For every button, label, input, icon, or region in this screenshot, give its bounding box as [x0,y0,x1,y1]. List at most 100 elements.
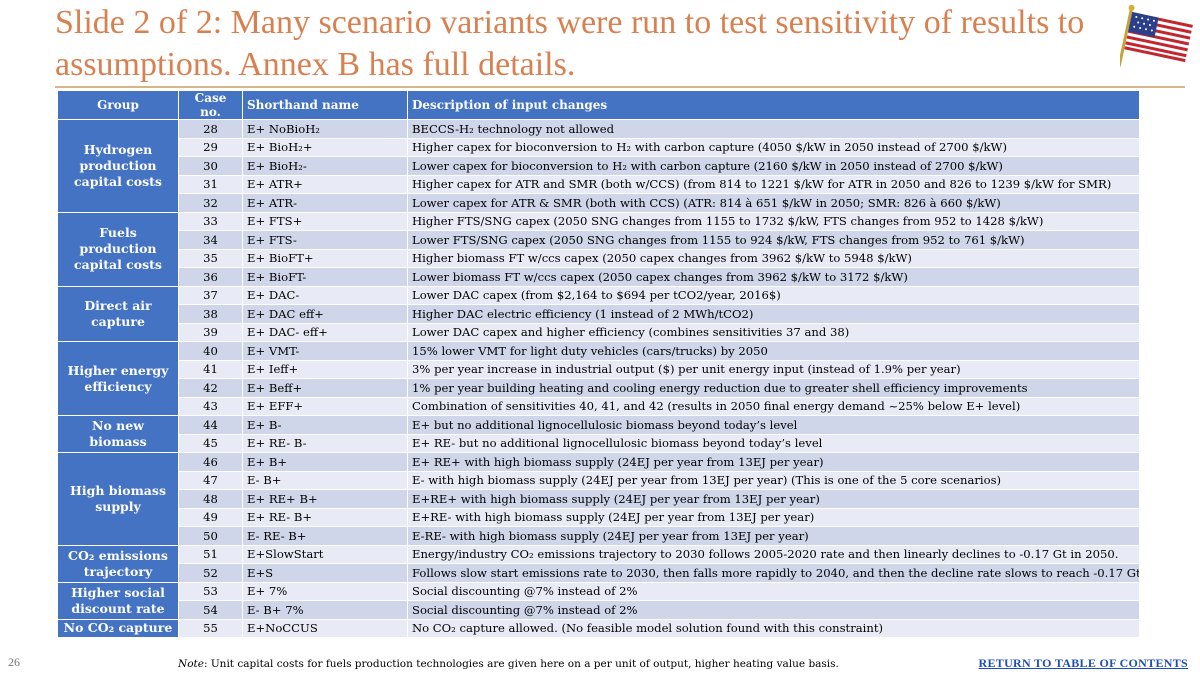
description-cell: Energy/industry CO₂ emissions trajectory… [407,544,1140,564]
table-row: High biomass supply 46 E+ B+ E+ RE+ with hi… [57,452,1140,546]
shorthand-name-cell: E+ RE- B- [242,433,408,453]
description-cell: Lower FTS/SNG capex (2050 SNG changes fr… [407,230,1140,250]
shorthand-name-cell: E+ BioH₂- [242,156,408,176]
table-row: CO₂ emissions trajectory 51 E+SlowStart Ene… [57,544,1140,583]
shorthand-name-cell: E+ ATR- [242,193,408,213]
table-row: 48 E+ RE+ B+ E+RE+ with high biomass suppl… [58,489,1140,509]
header-group: Group [57,90,179,120]
case-number-cell: 48 [178,489,243,509]
table-row: 32 E+ ATR- Lower capex for ATR & SMR (both… [58,193,1140,213]
description-cell: Lower biomass FT w/ccs capex (2050 capex… [407,267,1140,287]
description-cell: E+ RE+ with high biomass supply (24EJ pe… [407,452,1140,472]
table-row: Fuels production capital costs 33 E+ FTS+ H… [57,211,1140,287]
table-row: No CO₂ capture 55 E+NoCCUS No CO₂ capture a… [57,618,1140,638]
case-number-cell: 28 [178,119,243,139]
description-cell: Higher biomass FT w/ccs capex (2050 cape… [407,248,1140,268]
table-row: 41 E+ Ieff+ 3% per year increase in indust… [58,359,1140,379]
page-number: 26 [8,655,20,669]
description-cell: E+ RE- but no additional lignocellulosic… [407,433,1140,453]
shorthand-name-cell: E+SlowStart [242,544,408,564]
case-number-cell: 47 [178,470,243,490]
group-cell: CO₂ emissions trajectory [57,544,179,583]
case-number-cell: 49 [178,507,243,527]
shorthand-name-cell: E+ 7% [242,581,408,601]
shorthand-name-cell: E+ DAC eff+ [242,304,408,324]
us-flag-icon [1120,4,1193,67]
table-row: 35 E+ BioFT+ Higher biomass FT w/ccs capex… [58,248,1140,268]
shorthand-name-cell: E+ BioFT- [242,267,408,287]
description-cell: 3% per year increase in industrial outpu… [407,359,1140,379]
shorthand-name-cell: E+ B- [242,415,408,435]
shorthand-name-cell: E+NoCCUS [242,618,408,638]
description-cell: Combination of sensitivities 40, 41, and… [407,396,1140,416]
description-cell: No CO₂ capture allowed. (No feasible mod… [407,618,1140,638]
group-cell: Direct air capture [57,285,179,342]
description-cell: E-RE- with high biomass supply (24EJ per… [407,526,1140,546]
footnote-label: Note [178,658,204,670]
case-number-cell: 39 [178,322,243,342]
description-cell: Higher DAC electric efficiency (1 instea… [407,304,1140,324]
table-row: Hydrogen production capital costs 28 E+ No… [57,119,1140,213]
case-number-cell: 41 [178,359,243,379]
table-row: Direct air capture 37 E+ DAC- Lower DAC cap… [57,285,1140,342]
shorthand-name-cell: E+ DAC- eff+ [242,322,408,342]
scenario-table: Group Case no. Shorthand name Descriptio… [57,90,1140,638]
table-row: 36 E+ BioFT- Lower biomass FT w/ccs capex … [58,267,1140,287]
shorthand-name-cell: E+ BioH₂+ [242,137,408,157]
table-row: 47 E- B+ E- with high biomass supply (24EJ… [58,470,1140,490]
description-cell: Follows slow start emissions rate to 203… [407,563,1140,583]
table-row: 30 E+ BioH₂- Lower capex for bioconversion… [58,156,1140,176]
case-number-cell: 38 [178,304,243,324]
table-row: 34 E+ FTS- Lower FTS/SNG capex (2050 SNG c… [58,230,1140,250]
table-row: Higher social discount rate 53 E+ 7% Social… [57,581,1140,620]
case-number-cell: 54 [178,600,243,620]
description-cell: Lower DAC capex (from $2,164 to $694 per… [407,285,1140,305]
case-number-cell: 50 [178,526,243,546]
case-number-cell: 55 [178,618,243,638]
description-cell: Social discounting @7% instead of 2% [407,581,1140,601]
group-cell: No CO₂ capture [57,618,179,638]
description-cell: E+RE+ with high biomass supply (24EJ per… [407,489,1140,509]
group-cell: Higher energy efficiency [57,341,179,416]
shorthand-name-cell: E+ EFF+ [242,396,408,416]
table-row: No new biomass 44 E+ B- E+ but no additiona… [57,415,1140,453]
case-number-cell: 53 [178,581,243,601]
case-number-cell: 46 [178,452,243,472]
table-row: 50 E- RE- B+ E-RE- with high biomass suppl… [58,526,1140,546]
description-cell: E+ but no additional lignocellulosic bio… [407,415,1140,435]
description-cell: 15% lower VMT for light duty vehicles (c… [407,341,1140,361]
description-cell: BECCS-H₂ technology not allowed [407,119,1140,139]
table-row: 52 E+S Follows slow start emissions rate t… [58,563,1140,583]
table-row: 45 E+ RE- B- E+ RE- but no additional lign… [58,433,1140,453]
case-number-cell: 34 [178,230,243,250]
description-cell: E- with high biomass supply (24EJ per ye… [407,470,1140,490]
shorthand-name-cell: E+ VMT- [242,341,408,361]
case-number-cell: 31 [178,174,243,194]
table-row: 49 E+ RE- B+ E+RE- with high biomass suppl… [58,507,1140,527]
table-header-row: Group Case no. Shorthand name Descriptio… [57,90,1140,120]
header-shorthand-name: Shorthand name [242,90,408,120]
case-number-cell: 37 [178,285,243,305]
case-number-cell: 51 [178,544,243,564]
case-number-cell: 43 [178,396,243,416]
table-row: Higher energy efficiency 40 E+ VMT- 15% low… [57,341,1140,416]
shorthand-name-cell: E+ DAC- [242,285,408,305]
table-body: Hydrogen production capital costs 28 E+ No… [57,119,1140,638]
case-number-cell: 40 [178,341,243,361]
group-cell: Hydrogen production capital costs [57,119,179,213]
case-number-cell: 30 [178,156,243,176]
description-cell: Lower DAC capex and higher efficiency (c… [407,322,1140,342]
table-row: 38 E+ DAC eff+ Higher DAC electric efficie… [58,304,1140,324]
shorthand-name-cell: E+ RE- B+ [242,507,408,527]
shorthand-name-cell: E+ Beff+ [242,378,408,398]
table-row: 42 E+ Beff+ 1% per year building heating a… [58,378,1140,398]
table-row: 31 E+ ATR+ Higher capex for ATR and SMR (b… [58,174,1140,194]
slide-title: Slide 2 of 2: Many scenario variants wer… [55,4,1085,83]
shorthand-name-cell: E+ ATR+ [242,174,408,194]
shorthand-name-cell: E+ NoBioH₂ [242,119,408,139]
table-row: 54 E- B+ 7% Social discounting @7% instead… [58,600,1140,620]
group-cell: High biomass supply [57,452,179,546]
description-cell: Higher capex for bioconversion to H₂ wit… [407,137,1140,157]
return-to-toc-link[interactable]: RETURN TO TABLE OF CONTENTS [978,656,1188,670]
case-number-cell: 33 [178,211,243,231]
